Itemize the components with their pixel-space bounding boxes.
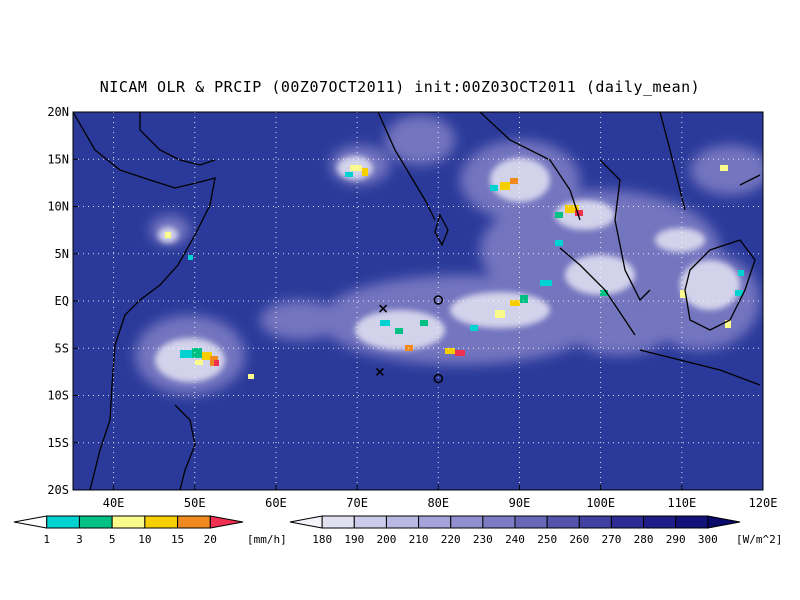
latitude-axis: 20N 15N 10N 5N EQ 5S 10S 15S 20S [47, 105, 78, 497]
colorbar-swatch [418, 515, 452, 529]
precip-colorbar-label: 20 [204, 533, 217, 546]
colorbar-swatch [482, 515, 516, 529]
colorbar-swatch [177, 515, 211, 529]
olr-colorbar-label: 220 [441, 533, 461, 546]
colorbar-swatch [144, 515, 179, 529]
lon-tick-label: 120E [749, 496, 778, 510]
lon-tick-label: 50E [184, 496, 206, 510]
lat-tick-label: 5N [55, 247, 69, 261]
precip-unit-label: [mm/h] [247, 533, 287, 546]
olr-colorbar-label: 290 [666, 533, 686, 546]
lat-tick-label: 20N [47, 105, 69, 119]
colorbar-swatch [578, 515, 612, 529]
circle-marker [433, 373, 444, 384]
lat-tick-label: 10N [47, 200, 69, 214]
lat-tick-label: EQ [55, 294, 69, 308]
colorbar-swatch [610, 515, 645, 529]
longitude-axis: 40E 50E 60E 70E 80E 90E 100E 110E 120E [103, 485, 778, 510]
colorbar-swatch [450, 515, 484, 529]
lon-tick-label: 60E [265, 496, 287, 510]
olr-colorbar-label: 200 [376, 533, 396, 546]
colorbar-swatch [46, 515, 80, 529]
olr-unit-label: [W/m^2] [736, 533, 782, 546]
colorbar-swatch [321, 515, 355, 529]
olr-colorbar-label: 250 [537, 533, 557, 546]
lat-tick-label: 15N [47, 152, 69, 166]
precip-colorbar-label: 10 [138, 533, 151, 546]
lat-tick-label: 20S [47, 483, 69, 497]
precip-colorbar-label: 5 [109, 533, 116, 546]
lat-tick-label: 10S [47, 389, 69, 403]
olr-colorbar-label: 270 [601, 533, 621, 546]
cross-marker [375, 367, 384, 376]
colorbar-high-end [707, 515, 741, 529]
olr-colorbar-label: 280 [634, 533, 654, 546]
lon-tick-label: 90E [509, 496, 531, 510]
olr-colorbar-label: 260 [569, 533, 589, 546]
lat-tick-label: 15S [47, 436, 69, 450]
colorbar-swatch [675, 515, 709, 529]
map-title: NICAM OLR & PRCIP (00Z07OCT2011) init:00… [99, 78, 701, 96]
storm-markers [375, 295, 444, 384]
colorbar-swatch [643, 515, 677, 529]
lon-tick-label: 110E [667, 496, 696, 510]
olr-colorbar-label: 230 [473, 533, 493, 546]
colorbar-swatch [111, 515, 146, 529]
colorbar-high-end [209, 515, 244, 529]
colorbar-swatch [514, 515, 548, 529]
colorbar-swatch [353, 515, 387, 529]
coastlines [73, 112, 761, 490]
olr-colorbar-label: 190 [344, 533, 364, 546]
colorbar-swatch [78, 515, 113, 529]
olr-colorbar-label: 210 [409, 533, 429, 546]
circle-marker [433, 295, 444, 305]
colorbar-low-end [13, 515, 48, 529]
lon-tick-label: 40E [103, 496, 125, 510]
olr-field [135, 115, 763, 395]
lon-tick-label: 70E [346, 496, 368, 510]
olr-colorbar: 180 190 200 210 220 230 240 250 260 270 280 290 300 [… [289, 515, 782, 546]
precip-colorbar: 1 3 5 10 15 20 [mm/h] [13, 515, 287, 546]
precip-patches [165, 165, 744, 379]
cross-marker [379, 304, 388, 313]
lon-tick-label: 100E [586, 496, 615, 510]
precip-colorbar-label: 3 [76, 533, 83, 546]
olr-colorbar-label: 300 [698, 533, 718, 546]
colorbar-low-end [289, 515, 323, 529]
lon-tick-label: 80E [427, 496, 449, 510]
olr-colorbar-label: 180 [312, 533, 332, 546]
colorbar-swatch [385, 515, 420, 529]
gridlines [73, 112, 763, 490]
colorbar-swatch [546, 515, 580, 529]
precip-colorbar-label: 15 [171, 533, 184, 546]
lat-tick-label: 5S [55, 341, 69, 355]
olr-colorbar-label: 240 [505, 533, 525, 546]
precip-colorbar-label: 1 [43, 533, 50, 546]
